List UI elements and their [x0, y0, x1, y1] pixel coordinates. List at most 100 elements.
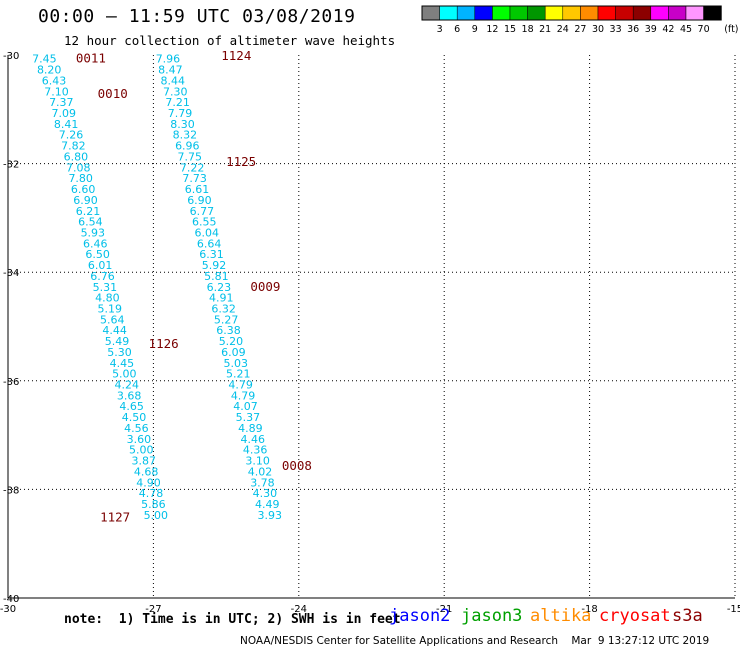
- wave-height-value: 5.93: [81, 226, 106, 239]
- wave-height-value: 6.38: [216, 324, 241, 337]
- wave-height-value: 6.77: [190, 205, 215, 218]
- wave-height-value: 6.04: [194, 226, 219, 239]
- wave-height-value: 4.65: [119, 400, 144, 413]
- wave-height-value: 5.00: [144, 509, 169, 522]
- colorbar-unit: (ft): [724, 24, 738, 35]
- wave-height-value: 7.21: [165, 96, 190, 109]
- wave-height-value: 3.93: [257, 509, 282, 522]
- wave-height-value: 8.20: [37, 64, 62, 77]
- x-tick-label: -30: [0, 604, 16, 615]
- x-tick-label: -27: [145, 604, 161, 615]
- wave-height-value: 4.24: [114, 379, 139, 392]
- page-subtitle: 12 hour collection of altimeter wave hei…: [64, 33, 396, 48]
- colorbar-label: 33: [610, 24, 622, 35]
- wave-height-value: 4.89: [238, 422, 263, 435]
- pass-time-label: 0009: [250, 279, 280, 294]
- x-tick-label: -21: [436, 604, 452, 615]
- wave-height-value: 8.47: [158, 64, 183, 77]
- wave-height-value: 6.32: [211, 302, 236, 315]
- pass-time-label: 0011: [76, 51, 106, 66]
- pass-time-label: 1125: [226, 154, 256, 169]
- pass-time-label: 1124: [221, 48, 251, 63]
- y-tick-label: -36: [3, 377, 19, 388]
- wave-height-value: 6.64: [197, 237, 222, 250]
- wave-height-value: 3.78: [250, 476, 275, 489]
- satellite-label-jason2: jason2: [389, 606, 451, 626]
- wave-height-value: 4.02: [248, 465, 273, 478]
- wave-height-value: 7.09: [51, 107, 76, 120]
- wave-height-value: 7.08: [66, 161, 91, 174]
- x-tick-label: -18: [581, 604, 597, 615]
- wave-height-value: 5.20: [219, 335, 244, 348]
- wave-height-value: 7.75: [178, 150, 203, 163]
- wave-height-value: 5.64: [100, 313, 125, 326]
- colorbar-label: 42: [662, 24, 674, 35]
- colorbar-label: 36: [627, 24, 639, 35]
- pass-time-label: 1127: [100, 510, 130, 525]
- wave-height-value: 6.60: [71, 183, 96, 196]
- wave-height-value: 4.91: [209, 292, 234, 305]
- colorbar-label: 3: [437, 24, 443, 35]
- wave-height-value: 4.36: [243, 444, 268, 457]
- colorbar-label: 15: [504, 24, 516, 35]
- pass-time-label: 0008: [282, 458, 312, 473]
- wave-height-value: 5.37: [236, 411, 261, 424]
- wave-height-value: 6.90: [73, 194, 98, 207]
- wave-height-value: 4.30: [253, 487, 278, 500]
- wave-height-value: 7.22: [180, 161, 205, 174]
- wave-height-value: 4.79: [231, 389, 256, 402]
- wave-height-value: 8.30: [170, 118, 195, 131]
- wave-height-value: 6.80: [64, 150, 89, 163]
- wave-height-value: 7.10: [44, 85, 69, 98]
- y-tick-label: -38: [3, 485, 19, 496]
- wave-height-value: 5.86: [141, 498, 166, 511]
- wave-height-value: 5.27: [214, 313, 239, 326]
- colorbar-label: 18: [522, 24, 534, 35]
- wave-height-value: 5.21: [226, 368, 251, 381]
- wave-height-value: 6.50: [85, 248, 110, 261]
- wave-height-value: 6.21: [76, 205, 101, 218]
- wave-height-value: 4.07: [233, 400, 258, 413]
- wave-height-value: 4.46: [241, 433, 266, 446]
- wave-height-value: 4.68: [134, 465, 159, 478]
- wave-height-value: 3.68: [117, 389, 142, 402]
- wave-height-value: 3.10: [245, 455, 270, 468]
- wave-height-value: 7.30: [163, 85, 188, 98]
- x-tick-label: -24: [291, 604, 307, 615]
- wave-height-value: 6.54: [78, 216, 103, 229]
- wave-height-value: 7.96: [156, 53, 181, 66]
- wave-height-value: 7.73: [182, 172, 207, 185]
- wave-height-value: 8.32: [173, 129, 198, 142]
- pass-time-label: 1126: [149, 336, 179, 351]
- credit-text: NOAA/NESDIS Center for Satellite Applica…: [240, 635, 710, 647]
- colorbar-legend: 3 6 9 12 15 18 21 24 27 30 33 36 39 42 45 70 (ft): [421, 5, 739, 35]
- wave-height-value: 5.00: [112, 368, 137, 381]
- satellite-label-s3a: s3a: [672, 606, 703, 626]
- colorbar-label: 70: [698, 24, 710, 35]
- y-tick-label: -30: [3, 51, 19, 62]
- wave-height-value: 4.80: [95, 292, 120, 305]
- wave-height-value: 6.61: [185, 183, 210, 196]
- wave-height-value: 7.82: [61, 140, 86, 153]
- wave-height-value: 6.23: [207, 281, 232, 294]
- wave-height-value: 4.79: [228, 379, 253, 392]
- colorbar-label: 9: [472, 24, 478, 35]
- wave-height-value: 4.49: [255, 498, 280, 511]
- wave-height-value: 3.87: [131, 455, 156, 468]
- wave-height-value: 6.43: [42, 74, 67, 87]
- colorbar-label: 39: [645, 24, 657, 35]
- colorbar-label: 12: [486, 24, 498, 35]
- note-text: note: 1) Time is in UTC; 2) SWH is in fe…: [64, 612, 401, 627]
- wave-height-value: 6.55: [192, 216, 217, 229]
- wave-height-value: 4.90: [136, 476, 161, 489]
- colorbar-label: 27: [574, 24, 586, 35]
- wave-height-value: 5.31: [93, 281, 118, 294]
- wave-height-value: 5.92: [202, 259, 227, 272]
- wave-height-value: 6.90: [187, 194, 212, 207]
- wave-height-value: 6.31: [199, 248, 224, 261]
- colorbar-label: 21: [539, 24, 551, 35]
- x-tick-label: -15: [727, 604, 740, 615]
- wave-height-value: 4.45: [110, 357, 135, 370]
- wave-height-value: 8.41: [54, 118, 79, 131]
- wave-height-value: 8.44: [161, 74, 186, 87]
